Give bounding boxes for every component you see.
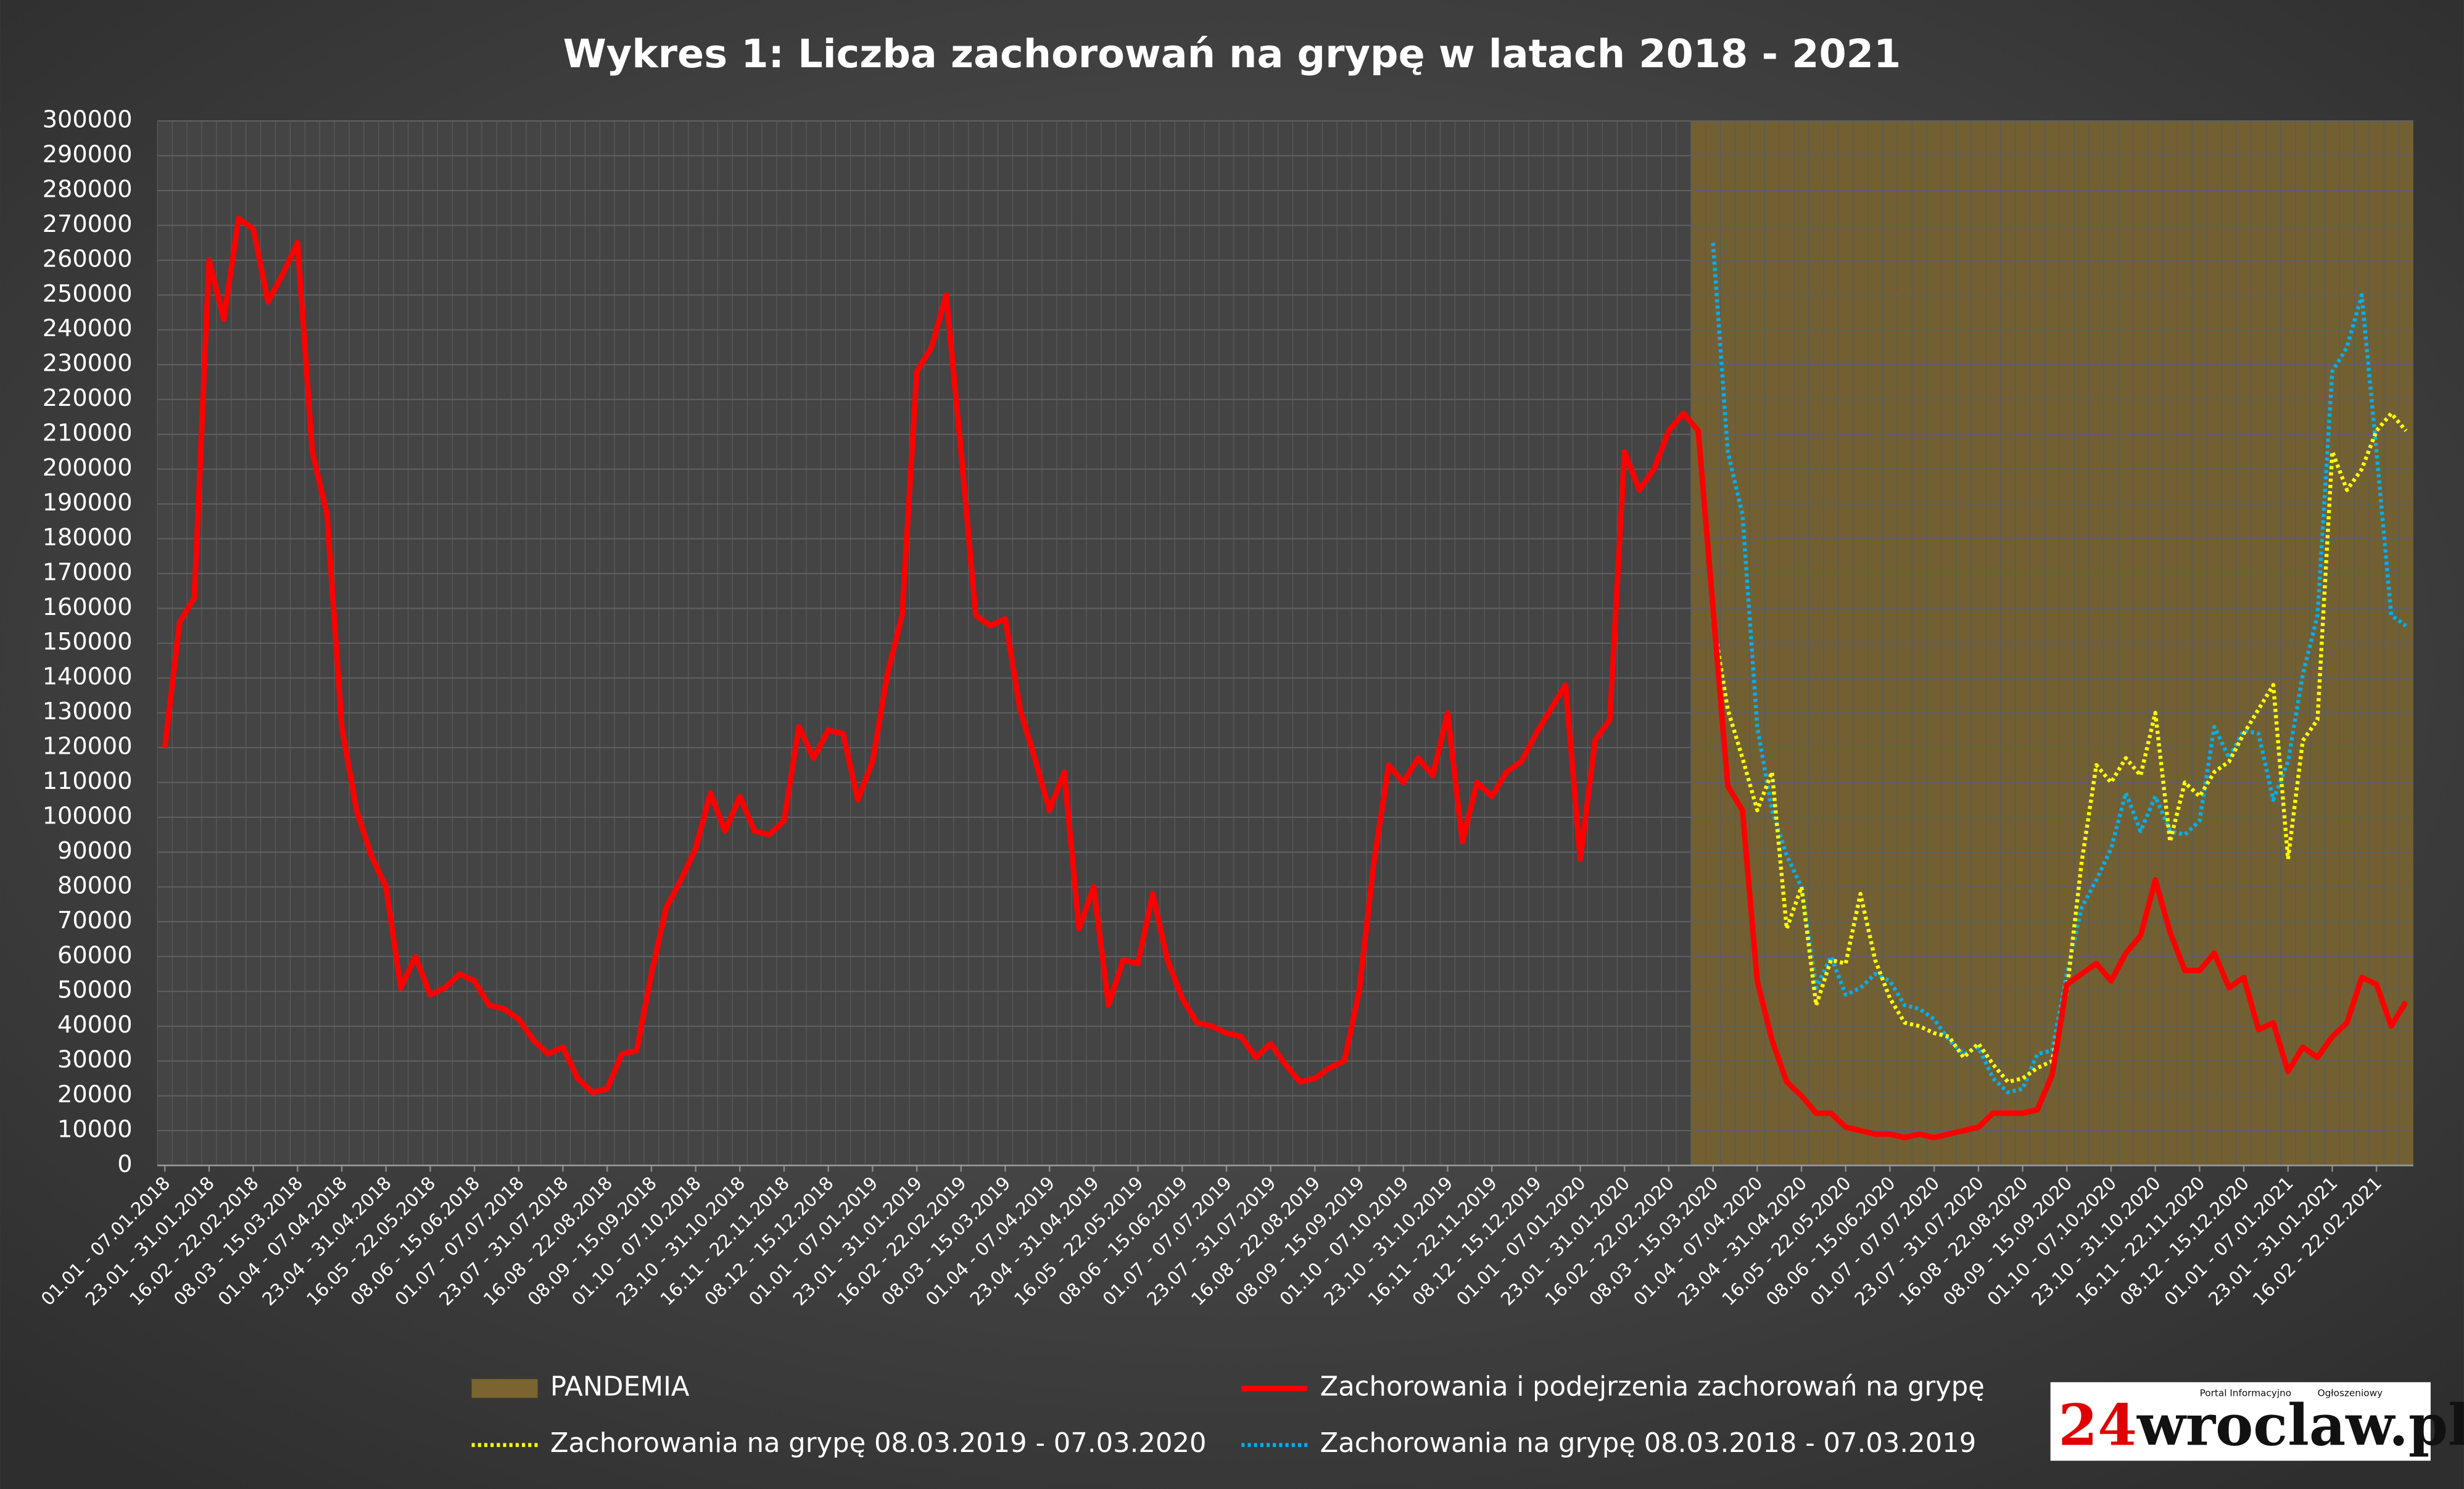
y-tick-label: 180000 bbox=[43, 524, 133, 551]
y-tick-label: 260000 bbox=[43, 245, 133, 273]
y-tick-label: 300000 bbox=[43, 107, 133, 134]
chart-title: Wykres 1: Liczba zachorowań na grypę w l… bbox=[563, 31, 1901, 77]
y-tick-label: 10000 bbox=[57, 1116, 132, 1143]
y-tick-label: 140000 bbox=[43, 664, 133, 691]
y-tick-label: 220000 bbox=[43, 385, 133, 412]
logo-number: 24 bbox=[2058, 1392, 2137, 1459]
y-tick-label: 60000 bbox=[57, 942, 132, 969]
y-tick-label: 270000 bbox=[43, 211, 133, 238]
y-tick-label: 190000 bbox=[43, 489, 133, 516]
logo-name: wroclaw.pl bbox=[2136, 1392, 2464, 1459]
logo: 24wroclaw.pl Portal Informacyjno Ogłosze… bbox=[2050, 1382, 2464, 1461]
y-tick-label: 210000 bbox=[43, 420, 133, 447]
y-tick-label: 160000 bbox=[43, 594, 133, 621]
legend-label: Zachorowania na grypę 08.03.2018 - 07.03… bbox=[1320, 1428, 1977, 1459]
y-tick-label: 40000 bbox=[57, 1012, 132, 1039]
legend-label: Zachorowania na grypę 08.03.2019 - 07.03… bbox=[550, 1428, 1207, 1459]
y-tick-label: 130000 bbox=[43, 698, 133, 725]
legend-label: PANDEMIA bbox=[550, 1372, 690, 1403]
y-tick-label: 200000 bbox=[43, 455, 133, 482]
y-tick-label: 90000 bbox=[57, 838, 132, 865]
y-tick-label: 230000 bbox=[43, 350, 133, 377]
y-tick-label: 280000 bbox=[43, 176, 133, 203]
logo-tagline: Ogłoszeniowy bbox=[2318, 1388, 2383, 1399]
series-line bbox=[162, 215, 2408, 1140]
y-tick-label: 50000 bbox=[57, 977, 132, 1004]
y-tick-label: 20000 bbox=[57, 1081, 132, 1108]
y-tick-label: 80000 bbox=[57, 872, 132, 899]
y-tick-label: 100000 bbox=[43, 802, 133, 830]
logo-text: 24wroclaw.pl bbox=[2058, 1392, 2464, 1459]
y-tick-label: 150000 bbox=[43, 629, 133, 656]
y-tick-label: 0 bbox=[117, 1151, 132, 1178]
y-tick-label: 120000 bbox=[43, 733, 133, 761]
y-tick-label: 250000 bbox=[43, 281, 133, 308]
y-tick-label: 170000 bbox=[43, 559, 133, 586]
y-tick-label: 110000 bbox=[43, 768, 133, 795]
legend-label: Zachorowania i podejrzenia zachorowań na… bbox=[1320, 1372, 1985, 1403]
series-line bbox=[1711, 242, 2407, 1095]
logo-tagline: Portal Informacyjno bbox=[2200, 1388, 2292, 1399]
logo-box bbox=[2050, 1382, 2431, 1461]
y-tick-label: 30000 bbox=[57, 1047, 132, 1074]
y-tick-label: 290000 bbox=[43, 141, 133, 168]
y-tick-label: 240000 bbox=[43, 315, 133, 342]
y-tick-label: 70000 bbox=[57, 907, 132, 934]
legend-swatch bbox=[471, 1379, 538, 1398]
